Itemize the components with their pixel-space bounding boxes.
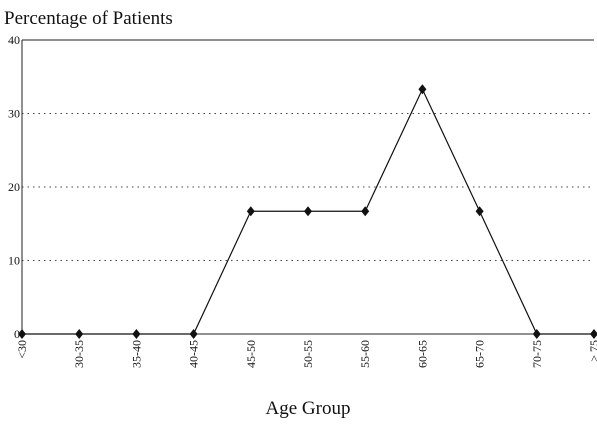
point	[590, 329, 597, 339]
x-axis-label: Age Group	[266, 398, 351, 419]
y-tick-label: 10	[8, 254, 20, 268]
point	[246, 206, 255, 217]
point	[475, 206, 484, 217]
point	[361, 206, 370, 217]
x-tick-label: 70-75	[530, 340, 544, 368]
x-tick-label: 35-40	[129, 340, 143, 368]
x-tick-label: 45-50	[244, 340, 258, 368]
point	[189, 329, 198, 339]
x-tick-label: 60-65	[415, 340, 429, 368]
chart-title: Percentage of Patients	[4, 8, 173, 29]
point	[75, 329, 84, 339]
x-tick-label: 50-55	[301, 340, 315, 368]
y-tick-label: 0	[14, 327, 20, 341]
y-tick-label: 40	[8, 33, 20, 47]
x-tick-label: 40-45	[187, 340, 201, 368]
y-tick-label: 30	[8, 107, 20, 121]
x-tick-label: > 75	[587, 340, 597, 362]
y-tick-label: 20	[8, 180, 20, 194]
point	[132, 329, 141, 339]
point	[304, 206, 312, 217]
point	[532, 329, 541, 339]
x-tick-label: <30	[15, 340, 29, 359]
point	[18, 329, 26, 339]
x-tick-label: 65-70	[473, 340, 487, 368]
point	[418, 84, 427, 95]
x-tick-label: 55-60	[358, 340, 372, 368]
x-tick-label: 30-35	[72, 340, 86, 368]
